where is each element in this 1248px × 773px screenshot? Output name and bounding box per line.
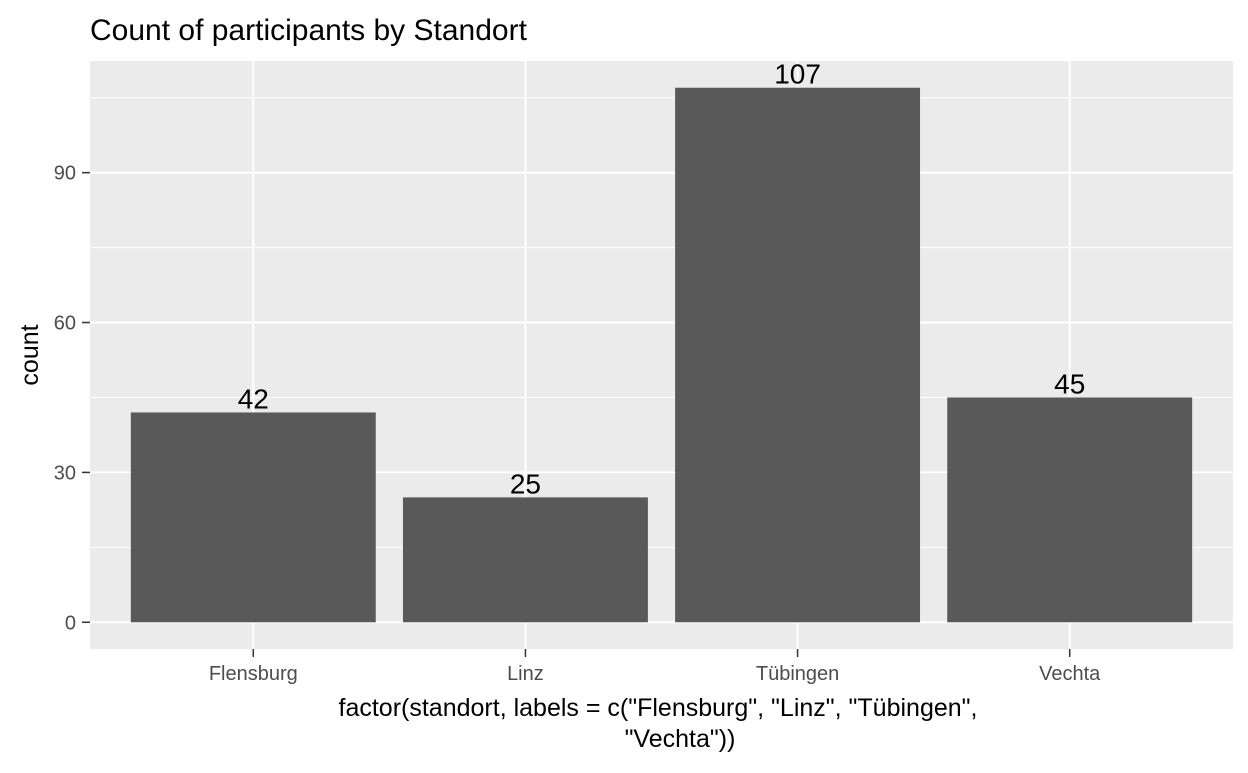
data-label-tübingen: 107	[774, 59, 821, 90]
x-tick-label: Tübingen	[756, 663, 839, 685]
x-tick-label: Flensburg	[209, 663, 298, 685]
axes: 0 30 60 90 Flensburg Linz Tübingen Vechta	[54, 163, 1101, 685]
y-tick-label: 60	[54, 313, 76, 335]
data-label-flensburg: 42	[238, 383, 269, 414]
x-tick-label: Vechta	[1039, 663, 1101, 685]
bar-vechta	[947, 397, 1193, 623]
data-label-vechta: 45	[1054, 368, 1085, 399]
x-axis-title-line-2: "Vechta"))	[625, 725, 736, 753]
y-axis-title: count	[16, 324, 44, 385]
bar-tübingen	[675, 87, 921, 623]
x-tick-label: Linz	[507, 663, 544, 685]
y-tick-label: 90	[54, 163, 76, 185]
data-label-linz: 25	[510, 468, 541, 499]
bars	[130, 87, 1193, 623]
bar-linz	[402, 497, 648, 623]
x-axis-title-line-1: factor(standort, labels = c("Flensburg",…	[339, 694, 978, 722]
chart-title: Count of participants by Standort	[90, 14, 528, 47]
bar-flensburg	[130, 412, 376, 623]
y-tick-label: 0	[65, 612, 76, 634]
y-tick-label: 30	[54, 462, 76, 484]
data-labels: 42 25 107 45	[238, 59, 1086, 500]
